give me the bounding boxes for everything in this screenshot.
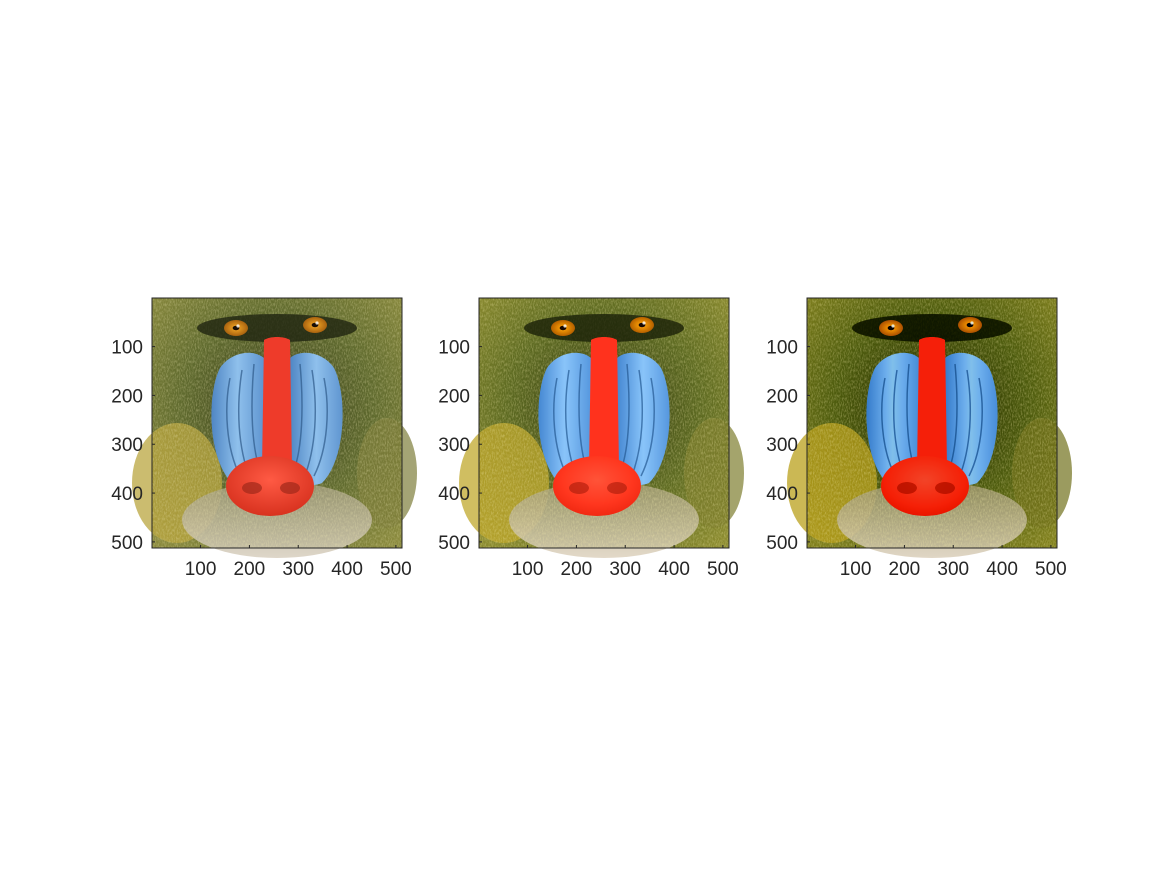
y-tick-label: 100	[766, 338, 798, 359]
y-tick-label: 100	[438, 338, 470, 359]
y-tick-label: 400	[438, 484, 470, 505]
panel-original	[132, 298, 417, 558]
mandrill-image	[459, 298, 744, 558]
x-tick-label: 500	[1035, 559, 1067, 580]
y-tick-label: 500	[111, 533, 143, 554]
x-tick-label: 500	[707, 559, 739, 580]
y-tick-label: 500	[766, 533, 798, 554]
x-tick-label: 200	[889, 559, 921, 580]
x-tick-label: 400	[331, 559, 363, 580]
y-tick-label: 200	[111, 386, 143, 407]
x-tick-label: 400	[658, 559, 690, 580]
axes-frame	[151, 297, 403, 549]
panel-processed-2	[787, 298, 1072, 558]
y-tick-label: 200	[438, 386, 470, 407]
x-tick-label: 200	[561, 559, 593, 580]
x-tick-label: 100	[840, 559, 872, 580]
y-tick-label: 300	[111, 435, 143, 456]
ticks-layer: 100 200 300 400 500 100 200 300 400 500 100 200 300 4…	[111, 338, 1066, 580]
x-tick-label: 300	[609, 559, 641, 580]
y-tick-label: 200	[766, 386, 798, 407]
y-tick-label: 100	[111, 338, 143, 359]
x-tick-label: 400	[986, 559, 1018, 580]
y-tick-label: 400	[766, 484, 798, 505]
y-tick-label: 400	[111, 484, 143, 505]
x-tick-label: 500	[380, 559, 412, 580]
mandrill-image	[787, 298, 1072, 558]
x-tick-label: 300	[937, 559, 969, 580]
y-tick-label: 300	[438, 435, 470, 456]
panel-processed-1	[459, 298, 744, 558]
y-tick-label: 500	[438, 533, 470, 554]
x-tick-label: 200	[234, 559, 266, 580]
x-tick-label: 100	[185, 559, 217, 580]
mandrill-image	[132, 298, 417, 558]
axes-frame	[806, 297, 1058, 549]
x-tick-label: 100	[512, 559, 544, 580]
y-tick-label: 300	[766, 435, 798, 456]
axes-frame	[478, 297, 730, 549]
x-tick-label: 300	[282, 559, 314, 580]
